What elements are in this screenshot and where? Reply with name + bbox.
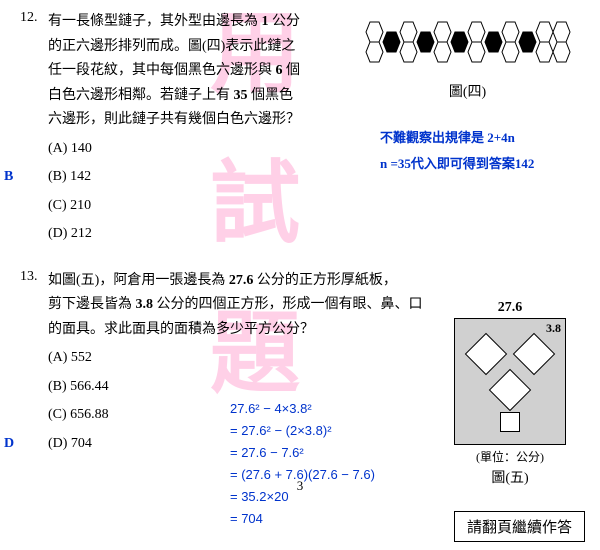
calc-line: = (27.6 + 7.6)(27.6 − 7.6): [230, 464, 375, 486]
q13-calculation: 27.6² − 4×3.8² = 27.6² − (2×3.8)² = 27.6…: [230, 398, 375, 531]
calc-line: = 35.2×20: [230, 486, 375, 508]
option-a: (A) 140: [48, 137, 580, 162]
q13-number: 13.: [20, 269, 48, 461]
q12-options: (A) 140 B (B) 142 (C) 210 (D) 212: [48, 137, 580, 247]
option-b: (B) 566.44: [48, 375, 580, 400]
option-d: (D) 212: [48, 222, 580, 247]
q12-number: 12.: [20, 10, 48, 251]
figure-5-caption: 圖(五): [445, 467, 575, 487]
option-c: (C) 210: [48, 194, 580, 219]
q13-text: 如圖(五)，阿倉用一張邊長為 27.6 公分的正方形厚紙板， 剪下邊長皆為 3.…: [48, 269, 580, 343]
question-12: 12. 有一長條型鏈子，其外型由邊長為 1 公分 的正六邊形排列而成。圖(四)表…: [20, 10, 580, 251]
calc-line: = 27.6 − 7.6²: [230, 442, 375, 464]
q12-text: 有一長條型鏈子，其外型由邊長為 1 公分 的正六邊形排列而成。圖(四)表示此鏈之…: [48, 10, 580, 133]
footer-note: 請翻頁繼續作答: [454, 511, 585, 542]
option-a: (A) 552: [48, 346, 580, 371]
calc-line: = 704: [230, 508, 375, 530]
option-b: B (B) 142: [48, 165, 580, 190]
q12-answer: B: [4, 165, 13, 190]
q13-answer: D: [4, 432, 14, 457]
calc-line: = 27.6² − (2×3.8)²: [230, 420, 375, 442]
calc-line: 27.6² − 4×3.8²: [230, 398, 375, 420]
